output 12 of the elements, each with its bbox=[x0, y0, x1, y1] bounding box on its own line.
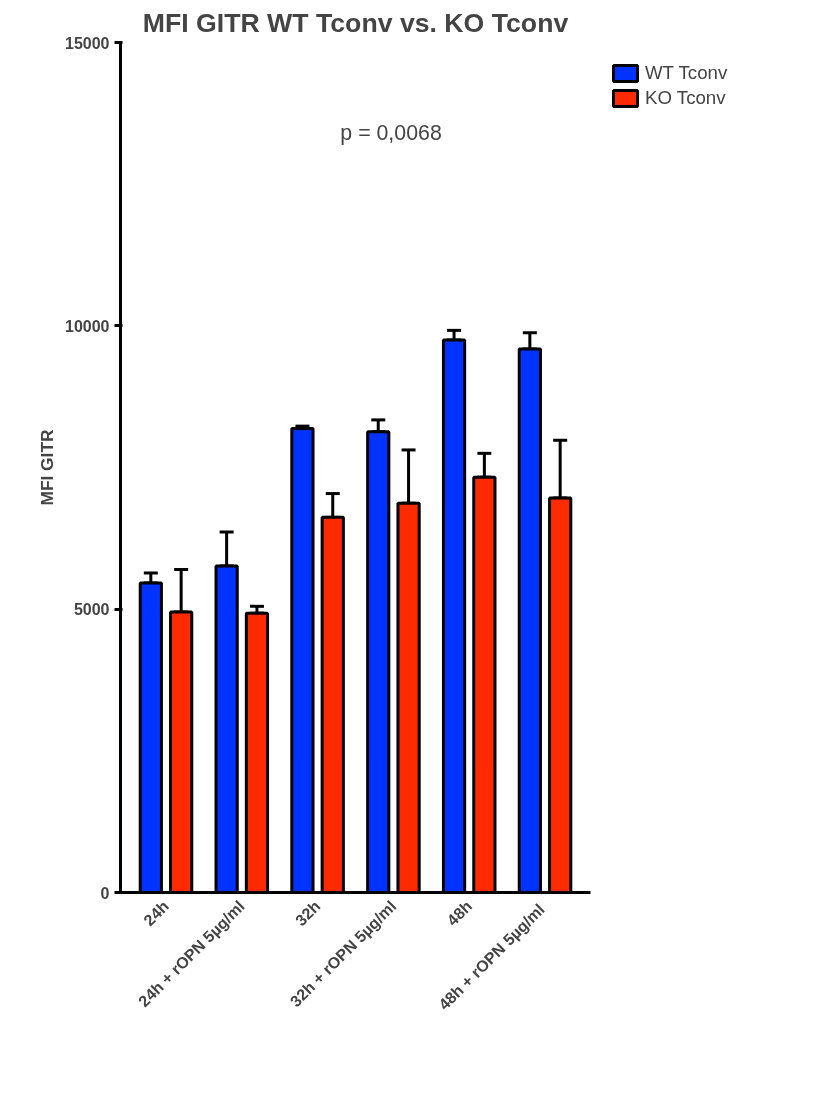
y-tick-label: 5000 bbox=[73, 601, 110, 619]
legend-label: KO Tconv bbox=[645, 87, 726, 109]
legend-label: WT Tconv bbox=[645, 62, 728, 84]
chart-title: MFI GITR WT Tconv vs. KO Tconv bbox=[142, 7, 569, 38]
x-tick-label: 48h bbox=[443, 897, 476, 929]
y-tick-label: 10000 bbox=[65, 317, 110, 335]
y-tick-label: 15000 bbox=[65, 34, 110, 52]
y-axis-title: MFI GITR bbox=[37, 428, 58, 506]
x-tick-label: 24h bbox=[140, 897, 172, 929]
x-tick-label: 32h bbox=[292, 897, 324, 929]
y-tick-label: 0 bbox=[100, 884, 110, 902]
annotation: p = 0,0068 bbox=[340, 120, 442, 145]
